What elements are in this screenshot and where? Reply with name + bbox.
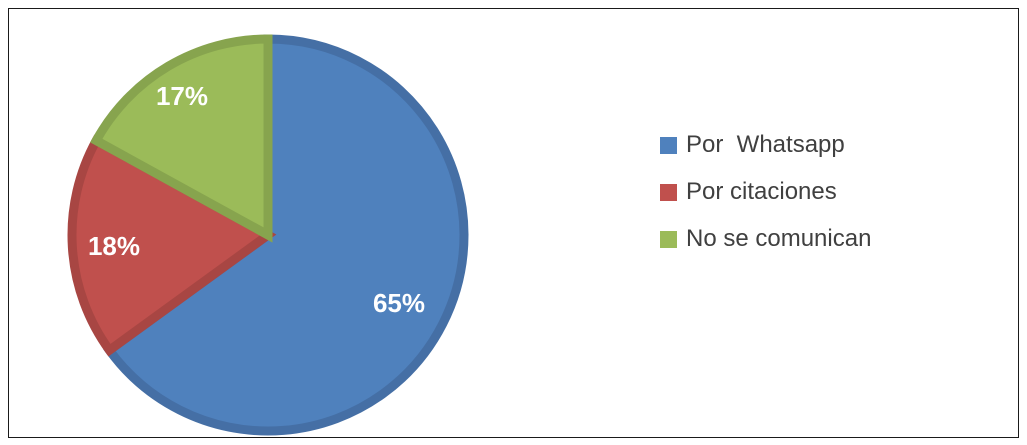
pie-slice-por-whatsapp [103, 34, 469, 436]
legend-item-no-se-comunican: No se comunican [660, 224, 871, 254]
legend-item-por-whatsapp: Por Whatsapp [660, 130, 871, 160]
pie-slice-por-citaciones [67, 134, 277, 357]
pie-slice-no-se-comunican [90, 34, 273, 243]
legend-item-por-citaciones: Por citaciones [660, 177, 871, 207]
legend-label-por-citaciones: Por citaciones [686, 178, 837, 205]
legend-swatch-por-whatsapp [660, 136, 677, 154]
pie-slices [67, 34, 469, 436]
data-label-por-whatsapp: 65% [373, 288, 425, 318]
data-label-por-citaciones: 18% [88, 231, 140, 261]
legend-swatch-por-citaciones [660, 183, 677, 201]
legend-swatch-no-se-comunican [660, 230, 677, 248]
legend-label-por-whatsapp: Por Whatsapp [686, 131, 845, 158]
data-label-no-se-comunican: 17% [156, 81, 208, 111]
pie-data-labels: 65% 18% 17% [88, 81, 425, 318]
legend: Por Whatsapp Por citaciones No se comuni… [660, 130, 871, 271]
legend-label-no-se-comunican: No se comunican [686, 225, 872, 252]
